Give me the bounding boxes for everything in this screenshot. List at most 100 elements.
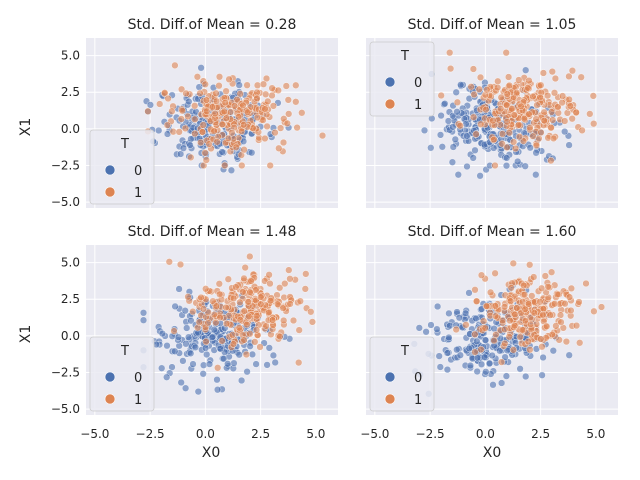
scatter-point-t1 (553, 290, 562, 299)
scatter-point-t1 (224, 134, 233, 143)
scatter-point-t1 (539, 311, 547, 319)
subplot-title: Std. Diff.of Mean = 1.60 (408, 224, 577, 240)
scatter-point-t0 (208, 333, 216, 341)
scatter-point-t1 (253, 81, 262, 89)
scatter-point-t0 (461, 309, 470, 317)
scatter-point-t0 (213, 386, 222, 394)
legend-label: 1 (134, 186, 142, 201)
scatter-point-t0 (514, 157, 522, 166)
scatter-point-t0 (227, 166, 236, 174)
scatter-point-t0 (210, 326, 218, 334)
scatter-point-t1 (546, 311, 554, 319)
scatter-point-t1 (285, 266, 293, 274)
scatter-point-t1 (184, 112, 192, 121)
scatter-point-t1 (504, 73, 513, 81)
scatter-point-t1 (191, 129, 199, 138)
scatter-point-t1 (182, 89, 190, 98)
scatter-point-t1 (271, 128, 279, 137)
scatter-point-t1 (520, 290, 529, 299)
legend-label: 0 (134, 164, 142, 179)
scatter-point-t0 (561, 127, 569, 136)
scatter-point-t1 (590, 307, 598, 315)
legend-label: 0 (414, 76, 422, 91)
scatter-point-t1 (497, 358, 506, 366)
legend-label: 1 (414, 98, 422, 113)
legend-label: 1 (414, 393, 422, 408)
scatter-point-t1 (572, 108, 580, 117)
scatter-point-t0 (538, 371, 546, 379)
scatter-point-t0 (171, 302, 179, 311)
scatter-point-t1 (481, 324, 489, 332)
scatter-point-t0 (158, 329, 167, 338)
scatter-point-t1 (577, 73, 585, 81)
scatter-point-t1 (210, 127, 218, 135)
scatter-point-t0 (235, 351, 243, 359)
scatter-point-t0 (516, 365, 524, 373)
scatter-point-t1 (289, 316, 298, 325)
scatter-point-t1 (184, 293, 192, 301)
scatter-point-t0 (230, 359, 238, 367)
scatter-point-t1 (565, 293, 574, 301)
scatter-point-t0 (139, 309, 148, 317)
scatter-point-t0 (501, 353, 509, 361)
scatter-point-t1 (215, 73, 224, 81)
scatter-point-t0 (443, 349, 452, 357)
scatter-point-t1 (524, 337, 532, 346)
scatter-point-t1 (477, 120, 485, 128)
scatter-point-t1 (470, 90, 478, 99)
scatter-point-t0 (482, 368, 490, 376)
scatter-point-t1 (215, 82, 223, 90)
x-tick-label: −5.0 (80, 427, 109, 441)
scatter-point-t0 (532, 171, 540, 179)
scatter-point-t1 (437, 91, 445, 100)
y-tick-label: 0.0 (61, 329, 80, 343)
scatter-point-t0 (448, 158, 457, 166)
scatter-point-t1 (472, 130, 480, 138)
scatter-point-t1 (239, 288, 247, 296)
scatter-point-t1 (257, 300, 265, 308)
scatter-point-t1 (515, 121, 523, 129)
scatter-point-t1 (298, 109, 306, 117)
scatter-point-t0 (181, 307, 189, 315)
scatter-point-t1 (242, 350, 251, 359)
scatter-point-t1 (240, 336, 248, 344)
scatter-point-t0 (451, 135, 459, 144)
scatter-point-t0 (473, 367, 481, 376)
scatter-point-t1 (506, 316, 514, 325)
legend-title: T (400, 49, 409, 64)
scatter-point-t1 (446, 49, 454, 57)
scatter-point-t1 (301, 285, 309, 293)
scatter-point-t1 (537, 128, 545, 137)
scatter-point-t1 (197, 293, 205, 302)
scatter-point-t1 (275, 144, 283, 152)
scatter-point-t0 (263, 361, 271, 369)
scatter-point-t0 (252, 360, 260, 368)
scatter-point-t1 (597, 303, 606, 311)
scatter-point-t1 (491, 312, 500, 320)
scatter-point-t0 (163, 373, 171, 381)
scatter-point-t1 (240, 121, 248, 129)
scatter-point-t0 (194, 387, 202, 396)
scatter-point-t1 (505, 333, 513, 341)
scatter-point-t1 (296, 297, 304, 305)
scatter-point-t1 (285, 110, 293, 118)
legend-label: 0 (134, 371, 142, 386)
scatter-point-t1 (589, 92, 597, 100)
scatter-point-t0 (455, 314, 463, 322)
scatter-point-t1 (236, 316, 244, 324)
scatter-point-t1 (234, 113, 243, 121)
scatter-point-t1 (525, 110, 533, 118)
scatter-point-t0 (465, 289, 473, 297)
scatter-point-t1 (541, 272, 549, 280)
scatter-point-t1 (276, 124, 285, 132)
scatter-point-t1 (582, 279, 590, 288)
scatter-point-t1 (537, 81, 545, 89)
scatter-point-t1 (235, 324, 243, 332)
scatter-point-t1 (230, 102, 239, 110)
scatter-point-t1 (295, 326, 303, 334)
scatter-point-t0 (174, 333, 183, 341)
scatter-point-t1 (547, 268, 556, 276)
scatter-point-t1 (259, 80, 268, 88)
scatter-point-t1 (489, 117, 497, 125)
scatter-point-t1 (521, 317, 530, 325)
